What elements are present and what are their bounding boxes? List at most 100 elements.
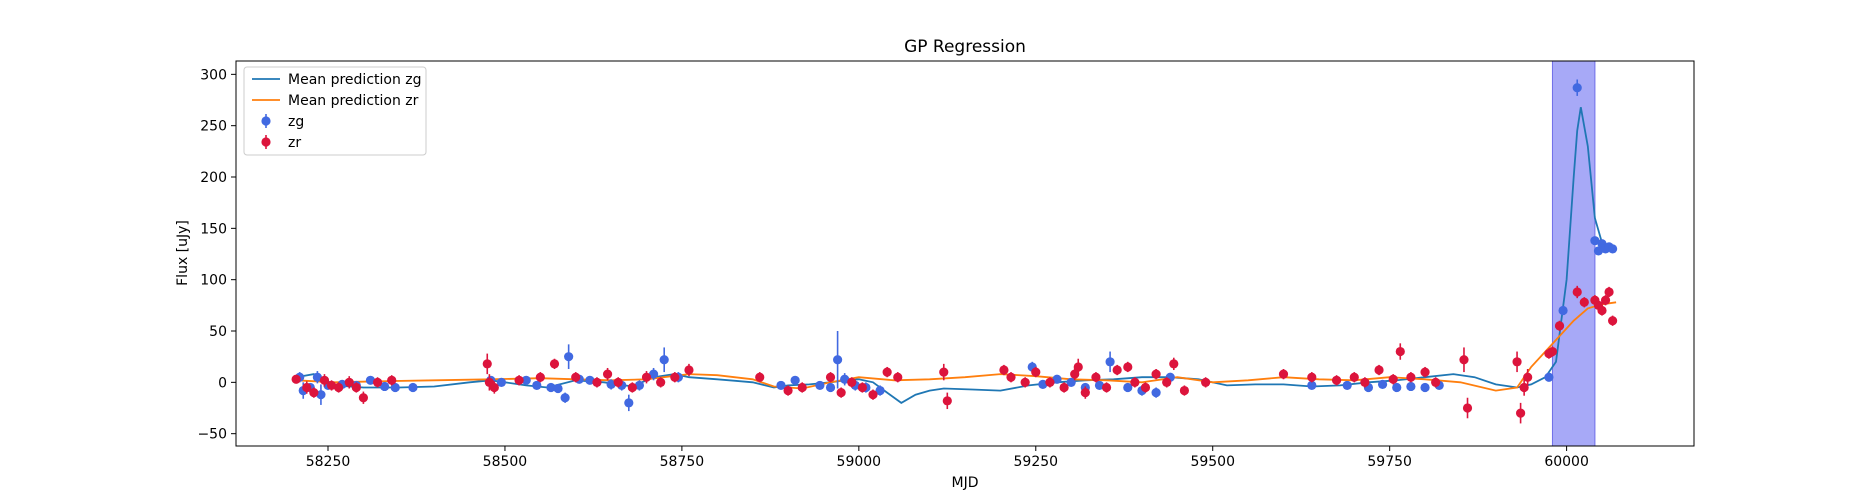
data-point (532, 380, 542, 391)
data-point (999, 365, 1009, 375)
y-tick-label: 300 (200, 67, 227, 83)
data-point (1554, 321, 1565, 331)
data-point (1130, 377, 1140, 387)
data-point (372, 377, 383, 387)
data-point (351, 382, 361, 393)
data-point (1331, 375, 1342, 385)
data-point (1066, 377, 1076, 387)
data-point (535, 372, 545, 382)
data-point (1572, 83, 1582, 93)
y-tick-label: 150 (200, 221, 227, 237)
data-point (1140, 382, 1151, 393)
data-point (312, 372, 322, 382)
data-point (1360, 377, 1370, 387)
plot-area (235, 60, 1695, 447)
data-point (560, 393, 570, 403)
data-point (1459, 355, 1469, 365)
y-tick-label: 100 (200, 273, 227, 289)
data-point (857, 382, 867, 393)
data-point (1544, 372, 1554, 382)
chart-title: GP Regression (904, 37, 1026, 57)
data-point (624, 398, 634, 408)
data-point (1201, 377, 1211, 387)
data-point (1162, 377, 1172, 387)
data-point (1342, 380, 1352, 391)
data-point (755, 372, 765, 382)
data-point (489, 382, 499, 393)
legend-box (243, 66, 427, 156)
data-point (1151, 388, 1161, 398)
plot-frame (235, 60, 1695, 447)
data-point (641, 372, 652, 382)
data-point (1388, 374, 1398, 384)
data-point (882, 367, 892, 377)
data-point (521, 375, 531, 385)
data-point (334, 382, 344, 393)
data-point (344, 377, 354, 387)
y-tick-label: 200 (200, 170, 227, 186)
data-point (1151, 369, 1161, 379)
data-point (1558, 305, 1568, 316)
data-point (1392, 382, 1402, 393)
data-point (1579, 297, 1589, 307)
data-point (549, 359, 560, 369)
data-point (1307, 380, 1317, 391)
x-tick-label: 59250 (1014, 454, 1059, 470)
data-point (309, 388, 319, 398)
data-point (939, 367, 949, 377)
data-point (302, 382, 312, 393)
y-tick-label: 250 (200, 119, 227, 135)
data-point (1349, 372, 1359, 382)
data-point (1420, 382, 1430, 393)
x-tick-label: 58750 (660, 454, 705, 470)
data-point (1179, 385, 1190, 396)
data-point (1101, 382, 1112, 393)
data-point (390, 382, 400, 393)
y-tick-label: −50 (197, 427, 227, 443)
data-point (1597, 305, 1607, 316)
data-point (358, 393, 368, 403)
data-point (1420, 367, 1430, 377)
legend: Mean prediction zg Mean prediction zr zg zr (243, 66, 427, 156)
series-line-0 (296, 107, 1617, 404)
data-point (1590, 236, 1600, 246)
data-point (1091, 372, 1101, 382)
data-point (684, 365, 694, 375)
data-point (553, 383, 563, 394)
data-point (1512, 357, 1522, 367)
data-point (365, 375, 376, 385)
data-point (613, 377, 623, 387)
data-point (592, 377, 602, 387)
data-point (648, 369, 659, 379)
data-point (380, 381, 390, 392)
data-point (1112, 365, 1122, 375)
data-point (1600, 295, 1611, 305)
data-point (1377, 379, 1388, 389)
data-point (546, 382, 556, 393)
data-point (514, 375, 524, 385)
data-point (1080, 388, 1090, 398)
x-tick-label: 60000 (1544, 454, 1589, 470)
data-point (1031, 367, 1041, 377)
y-tick-label: 0 (218, 375, 227, 391)
data-point (783, 385, 793, 396)
data-point (319, 375, 330, 385)
data-point (387, 375, 397, 385)
data-point (606, 379, 616, 389)
y-tick-label: 50 (209, 324, 227, 340)
data-point (893, 372, 903, 382)
data-point (1038, 379, 1048, 389)
data-point (496, 377, 507, 387)
data-point (847, 377, 857, 387)
data-point (1073, 362, 1083, 372)
data-point (942, 396, 952, 406)
data-point (797, 382, 807, 393)
data-point (571, 372, 581, 382)
data-point (836, 388, 846, 398)
data-point (1395, 346, 1405, 357)
data-point (868, 390, 878, 400)
legend-marker-swatch (261, 116, 271, 126)
data-point (482, 359, 492, 369)
data-point (1374, 365, 1384, 375)
x-tick-label: 59750 (1367, 454, 1412, 470)
